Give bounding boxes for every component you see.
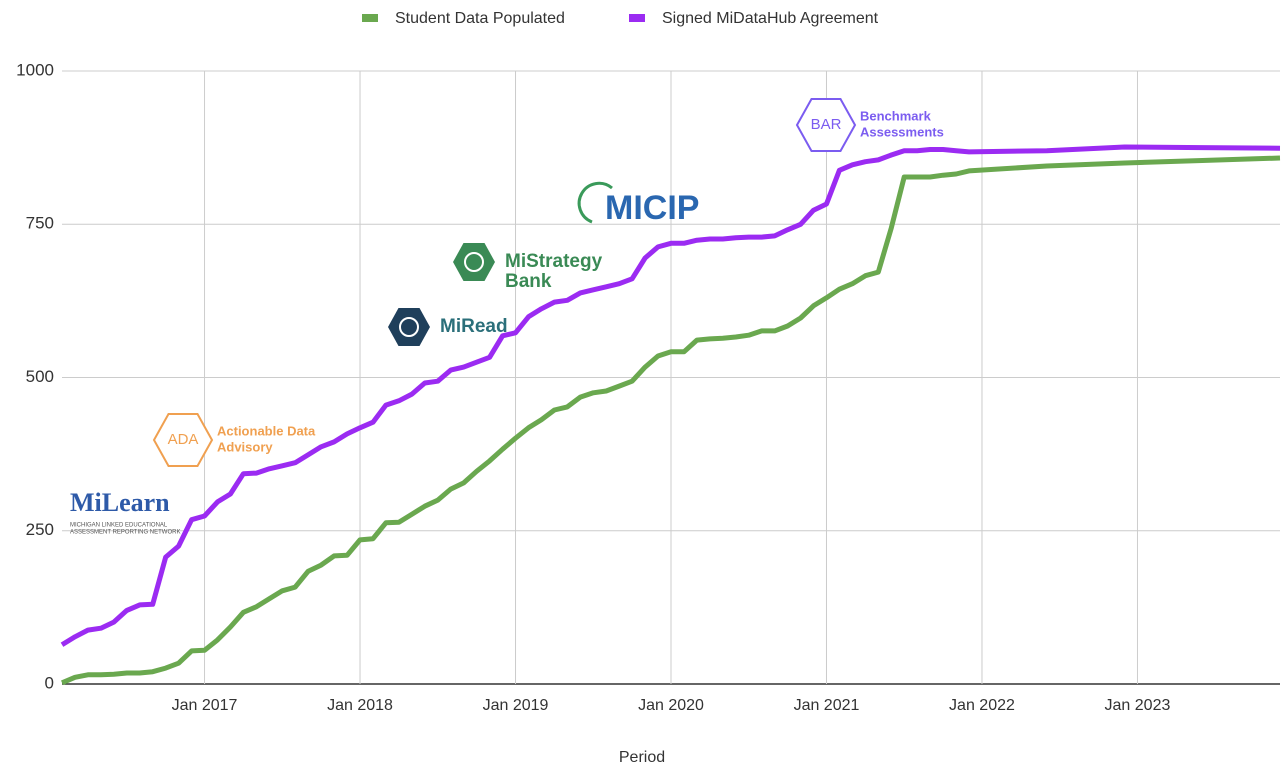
legend-label: Student Data Populated bbox=[395, 10, 565, 27]
logo-icon bbox=[388, 308, 430, 346]
x-tick-label: Jan 2023 bbox=[1105, 697, 1171, 714]
y-tick-label: 750 bbox=[26, 214, 54, 233]
annotation: MiRead bbox=[388, 308, 508, 346]
series-line bbox=[61, 155, 1281, 686]
x-tick-label: Jan 2021 bbox=[794, 697, 860, 714]
logo-subtext: Bank bbox=[505, 271, 552, 292]
legend-label: Signed MiDataHub Agreement bbox=[662, 10, 879, 27]
logo-arc bbox=[577, 181, 613, 224]
y-tick-label: 250 bbox=[26, 520, 54, 539]
annotation-text: Actionable Data bbox=[217, 423, 316, 438]
x-tick-label: Jan 2017 bbox=[172, 697, 238, 714]
logo-subtext: MICHIGAN LINKED EDUCATIONAL bbox=[70, 523, 168, 529]
logo-name: MiStrategy bbox=[505, 251, 603, 272]
y-tick-label: 1000 bbox=[16, 60, 54, 79]
annotation-text: Advisory bbox=[217, 439, 273, 454]
annotation: MiLearn MICHIGAN LINKED EDUCATIONALASSESS… bbox=[70, 488, 180, 536]
x-tick-label: Jan 2018 bbox=[327, 697, 393, 714]
logo-name: MiLearn bbox=[70, 488, 170, 517]
annotation-text: Benchmark bbox=[860, 108, 932, 123]
legend-swatch bbox=[629, 14, 645, 22]
badge-hexagon bbox=[795, 98, 857, 152]
badge-text: BAR bbox=[811, 116, 842, 133]
annotation-text: Assessments bbox=[860, 124, 944, 139]
logo-icon-detail bbox=[464, 252, 484, 272]
logo-icon bbox=[453, 243, 495, 281]
x-tick-label: Jan 2019 bbox=[483, 697, 549, 714]
logo-name: MiRead bbox=[440, 316, 508, 337]
x-axis-title: Period bbox=[619, 749, 665, 766]
logo-subtext: ASSESSMENT REPORTING NETWORK bbox=[70, 530, 180, 536]
legend-swatch bbox=[362, 14, 378, 22]
logo-icon-detail bbox=[399, 317, 419, 337]
badge-text: ADA bbox=[168, 431, 199, 448]
x-tick-label: Jan 2020 bbox=[638, 697, 704, 714]
y-tick-label: 0 bbox=[45, 673, 54, 692]
logo-name: MICIP bbox=[605, 189, 699, 227]
x-tick-label: Jan 2022 bbox=[949, 697, 1015, 714]
annotation: MICIP bbox=[577, 181, 699, 227]
badge-hexagon bbox=[152, 413, 214, 467]
series-line bbox=[60, 144, 1281, 647]
y-tick-label: 500 bbox=[26, 367, 54, 386]
